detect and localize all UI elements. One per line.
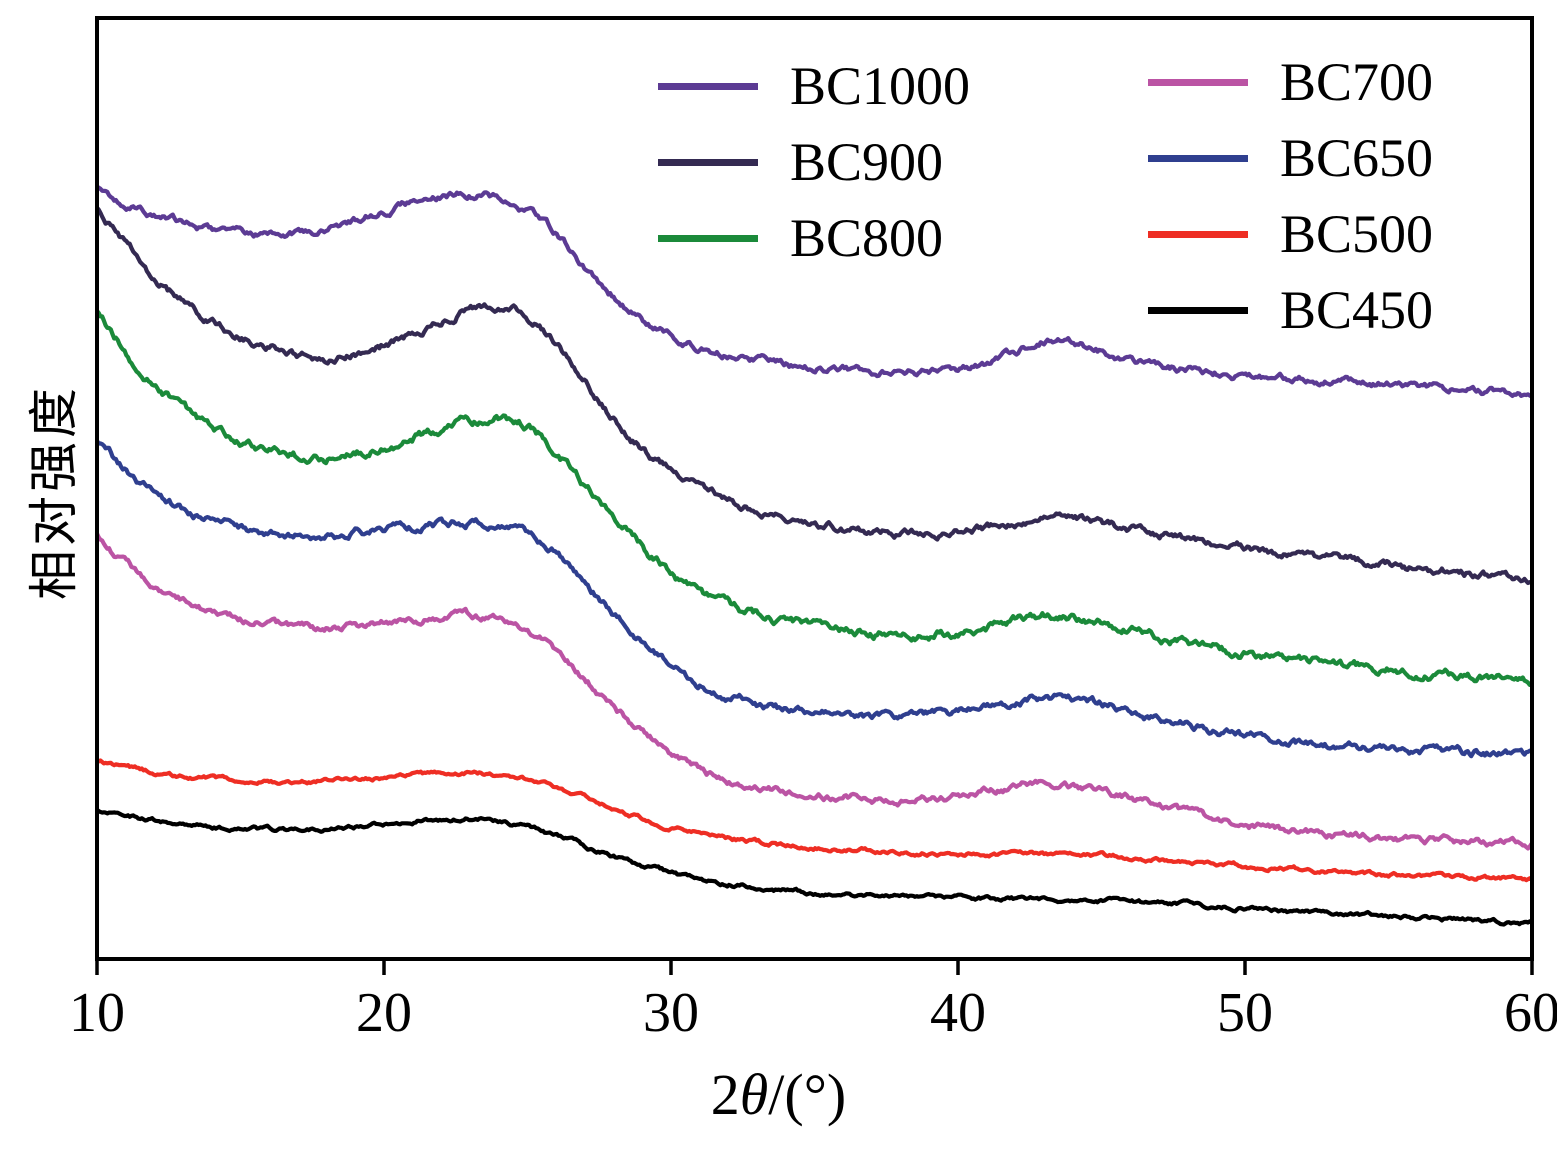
series-bc800 — [97, 308, 1532, 687]
x-tick-label-40: 40 — [930, 982, 986, 1044]
x-tick-label-60: 60 — [1504, 982, 1557, 1044]
legend-label-bc1000: BC1000 — [790, 56, 971, 116]
legend-swatch-bc700 — [1148, 78, 1248, 86]
x-tick-label-30: 30 — [643, 982, 699, 1044]
plot-border — [95, 16, 1534, 961]
series-bc500 — [97, 758, 1532, 883]
x-axis-label: 2θ/(°) — [0, 1066, 1557, 1124]
legend-column-1: BC1000 BC900 BC800 — [658, 48, 970, 276]
series-bc900 — [97, 205, 1532, 586]
legend-label-bc500: BC500 — [1280, 204, 1434, 264]
legend-item-bc1000: BC1000 — [658, 48, 970, 124]
series-bc1000 — [97, 184, 1532, 399]
legend-label-bc800: BC800 — [790, 208, 944, 268]
legend-swatch-bc900 — [658, 158, 758, 166]
series-bc450 — [97, 807, 1532, 927]
legend-swatch-bc500 — [1148, 230, 1248, 238]
series-bc700 — [97, 531, 1532, 851]
legend-item-bc800: BC800 — [658, 200, 970, 276]
legend-swatch-bc1000 — [658, 82, 758, 90]
legend-item-bc650: BC650 — [1148, 120, 1433, 196]
legend-label-bc650: BC650 — [1280, 128, 1434, 188]
legend-swatch-bc450 — [1148, 306, 1248, 314]
x-tick-label-10: 10 — [69, 982, 125, 1044]
legend-label-bc700: BC700 — [1280, 52, 1434, 112]
legend-item-bc900: BC900 — [658, 124, 970, 200]
x-axis-label-suffix: /(°) — [768, 1062, 847, 1127]
legend-swatch-bc800 — [658, 234, 758, 242]
x-tick-label-50: 50 — [1217, 982, 1273, 1044]
legend-item-bc700: BC700 — [1148, 44, 1433, 120]
legend-column-2: BC700 BC650 BC500 BC450 — [1148, 44, 1433, 348]
x-tick-label-20: 20 — [356, 982, 412, 1044]
legend-label-bc900: BC900 — [790, 132, 944, 192]
series-bc650 — [97, 438, 1532, 759]
legend-item-bc450: BC450 — [1148, 272, 1433, 348]
y-axis-label: 相对强度 — [26, 384, 82, 600]
legend-swatch-bc650 — [1148, 154, 1248, 162]
legend-item-bc500: BC500 — [1148, 196, 1433, 272]
x-axis-label-prefix: 2 — [710, 1062, 740, 1127]
theta-symbol: θ — [739, 1062, 769, 1127]
legend-label-bc450: BC450 — [1280, 280, 1434, 340]
